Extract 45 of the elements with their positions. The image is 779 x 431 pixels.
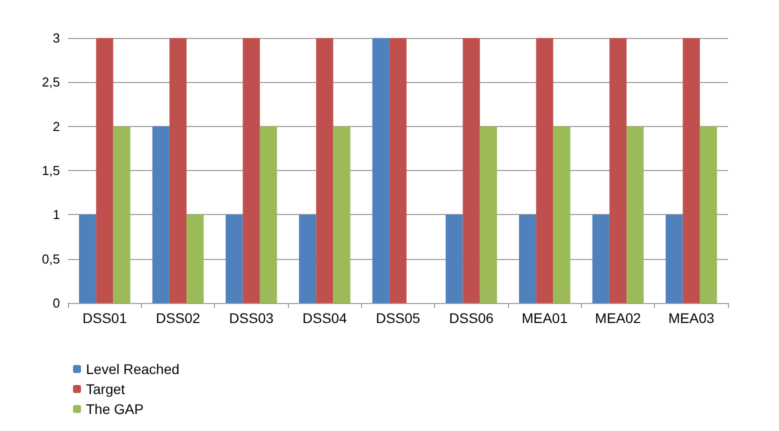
y-tick-label: 2,5 xyxy=(42,74,60,90)
bar xyxy=(389,38,407,303)
bar xyxy=(519,214,536,303)
bar xyxy=(79,214,96,303)
bar xyxy=(666,214,683,303)
bar xyxy=(152,126,170,303)
legend-label: The GAP xyxy=(86,401,144,417)
bar xyxy=(169,38,187,303)
legend-label: Target xyxy=(86,381,126,397)
bar xyxy=(536,38,554,303)
bar xyxy=(462,38,480,303)
x-tick-label: DSS02 xyxy=(156,310,200,326)
bar xyxy=(260,126,277,303)
bar xyxy=(592,214,610,303)
y-tick-label: 3 xyxy=(52,30,60,46)
bar xyxy=(372,38,390,303)
x-tick-label: MEA02 xyxy=(595,310,642,326)
x-tick-label: DSS03 xyxy=(229,310,274,326)
y-tick-label: 0,5 xyxy=(42,251,60,266)
bar xyxy=(299,214,316,303)
y-tick-label: 2 xyxy=(52,118,60,134)
y-tick-label: 0 xyxy=(52,296,60,310)
x-tick-label: MEA01 xyxy=(522,310,568,326)
bar xyxy=(626,126,644,303)
legend-label: Level Reached xyxy=(86,361,180,377)
bar xyxy=(446,214,463,303)
x-tick-label: DSS04 xyxy=(302,310,348,326)
bar xyxy=(609,38,627,303)
bar xyxy=(96,38,114,303)
y-tick-label: 1 xyxy=(52,207,60,222)
x-tick-label: DSS06 xyxy=(449,310,494,326)
bar xyxy=(333,126,350,303)
bar xyxy=(553,126,570,303)
bar xyxy=(682,38,700,303)
bar xyxy=(700,126,717,303)
y-tick-label: 1,5 xyxy=(42,163,60,178)
bar xyxy=(242,38,260,303)
x-tick-label: DSS01 xyxy=(82,310,128,326)
x-tick-label: DSS05 xyxy=(376,310,420,326)
x-tick-label: MEA03 xyxy=(668,310,714,326)
bar xyxy=(186,214,204,303)
bar xyxy=(316,38,334,303)
bar xyxy=(113,126,130,303)
bar xyxy=(226,214,243,303)
bar xyxy=(480,126,497,303)
